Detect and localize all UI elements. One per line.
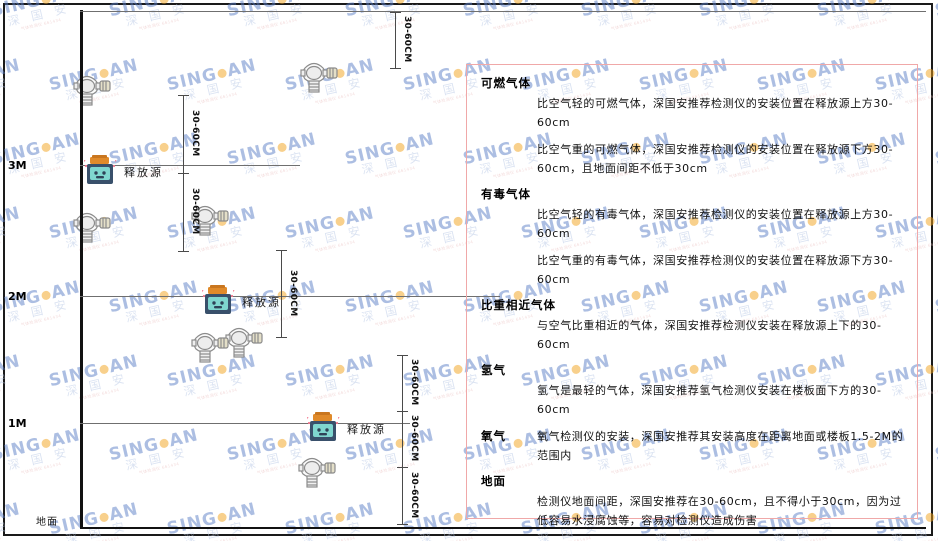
release-source-icon — [200, 283, 236, 321]
gas-detector-icon — [70, 205, 116, 251]
section-heading: 有毒气体 — [481, 187, 531, 201]
ground-line — [80, 527, 926, 529]
section-paragraph: 与空气比重相近的气体，深国安推荐检测仪安装在释放源上下的30-60cm — [537, 319, 882, 351]
guidelines-panel: 可燃气体 比空气轻的可燃气体，深国安推荐检测仪的安装位置在释放源上方30-60cm… — [466, 64, 918, 527]
section-paragraph: 氢气是最轻的气体，深国安推荐氢气检测仪安装在楼板面下方的30-60cm — [537, 384, 882, 416]
level-line — [80, 423, 410, 424]
section-paragraph: 检测仪地面间距，深国安推荐在30-60cm，且不得小于30cm，因为过低容易水浸… — [537, 495, 902, 527]
section-heading: 地面 — [481, 474, 506, 488]
section-paragraph: 比空气重的可燃气体，深国安推荐检测仪的安装位置在释放源下方30-60cm，且地面… — [537, 143, 894, 175]
section-paragraph: 氧气检测仪的安装，深国安推荐其安装高度在距离地面或楼板1.5-2M的范围内 — [537, 430, 904, 462]
release-source-label: 释放源 — [242, 296, 281, 309]
axis-label-2m: 2M — [8, 290, 27, 303]
section-heading: 氢气 — [481, 363, 506, 377]
guideline-section: 有毒气体 比空气轻的有毒气体，深国安推荐检测仪的安装位置在释放源上方30-60cm… — [481, 186, 905, 289]
guideline-section: 氧气 氧气检测仪的安装，深国安推荐其安装高度在距离地面或楼板1.5-2M的范围内 — [481, 427, 905, 465]
guideline-section: 比重相近气体与空气比重相近的气体，深国安推荐检测仪安装在释放源上下的30-60c… — [481, 297, 905, 354]
outer-frame — [3, 3, 933, 536]
axis-label-1m: 1M — [8, 417, 27, 430]
gas-detector-icon — [295, 450, 341, 496]
level-line — [80, 296, 500, 297]
vertical-axis — [80, 10, 83, 528]
guideline-section: 地面检测仪地面间距，深国安推荐在30-60cm，且不得小于30cm，因为过低容易… — [481, 473, 905, 530]
gas-detector-icon — [297, 55, 343, 101]
release-source-label: 释放源 — [124, 166, 163, 179]
section-heading: 可燃气体 — [481, 76, 531, 90]
guideline-section: 氢气氢气是最轻的气体，深国安推荐氢气检测仪安装在楼板面下方的30-60cm — [481, 362, 905, 419]
gas-detector-icon — [70, 68, 116, 114]
ground-label: 地面 — [36, 517, 58, 528]
level-line — [80, 165, 300, 166]
section-paragraph: 比空气轻的有毒气体，深国安推荐检测仪的安装位置在释放源上方30-60cm — [537, 208, 894, 240]
gas-detector-icon — [188, 325, 234, 371]
section-paragraph: 比空气重的有毒气体，深国安推荐检测仪的安装位置在释放源下方30-60cm — [537, 254, 894, 286]
section-heading: 比重相近气体 — [481, 298, 556, 312]
gas-detector-icon — [222, 320, 268, 366]
guideline-section: 可燃气体 比空气轻的可燃气体，深国安推荐检测仪的安装位置在释放源上方30-60cm… — [481, 75, 905, 178]
release-source-icon — [305, 410, 341, 448]
axis-label-3m: 3M — [8, 159, 27, 172]
release-source-label: 释放源 — [347, 423, 386, 436]
ceiling-line — [80, 11, 926, 12]
section-paragraph: 比空气轻的可燃气体，深国安推荐检测仪的安装位置在释放源上方30-60cm — [537, 97, 894, 129]
section-heading: 氧气 — [481, 429, 506, 443]
release-source-icon — [82, 153, 118, 191]
